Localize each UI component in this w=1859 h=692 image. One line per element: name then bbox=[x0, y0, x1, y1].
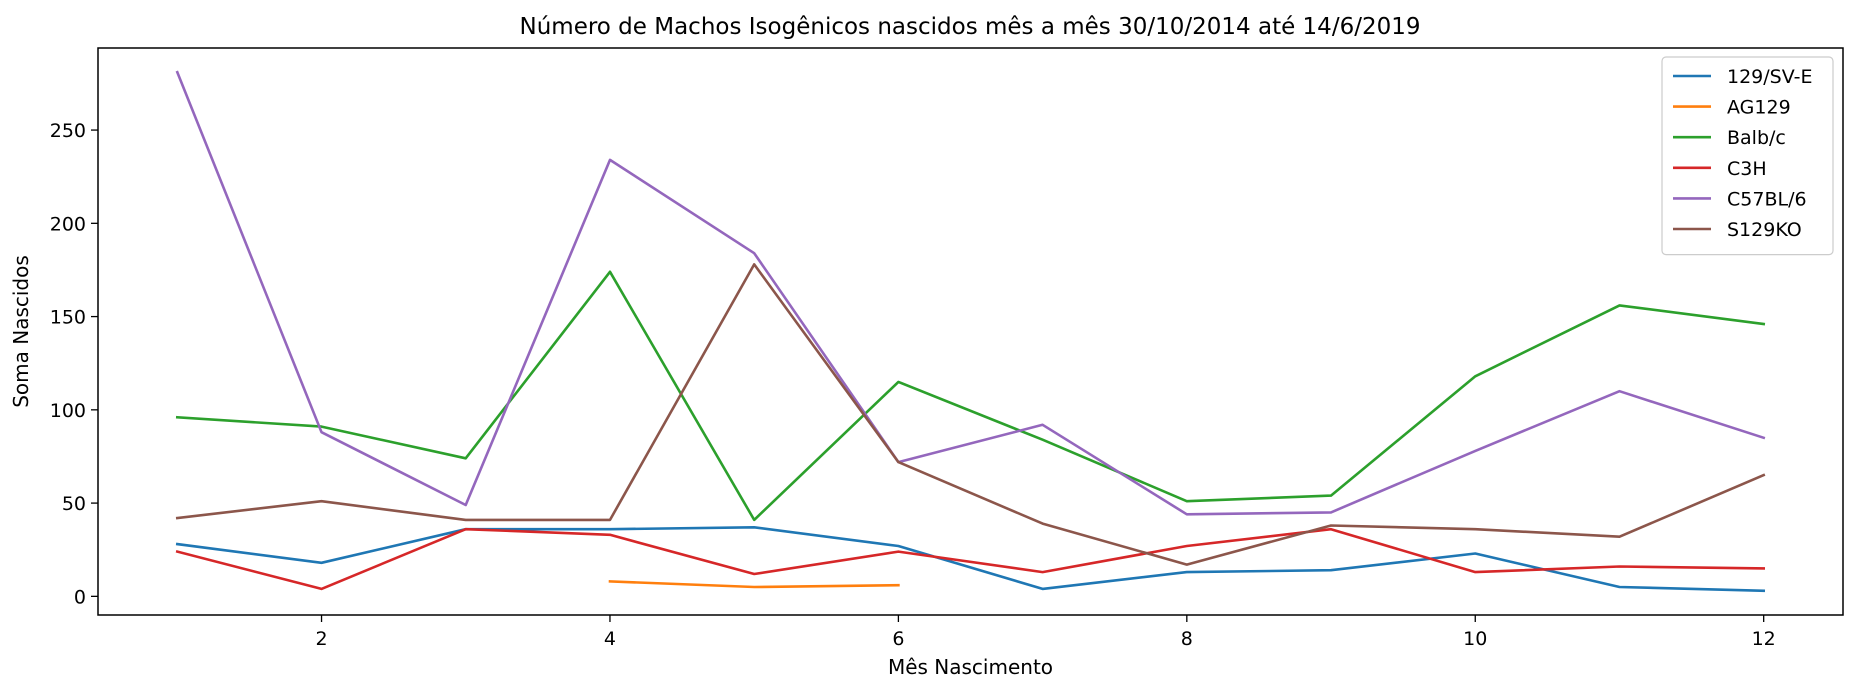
y-axis: 0 50 100 150 200 250 bbox=[50, 120, 98, 608]
x-axis-label: Mês Nascimento bbox=[888, 655, 1053, 679]
chart-title: Número de Machos Isogênicos nascidos mês… bbox=[520, 14, 1421, 40]
x-tick-label-0: 2 bbox=[315, 628, 327, 650]
legend-label-2: Balb/c bbox=[1727, 127, 1786, 149]
legend-label-3: C3H bbox=[1727, 158, 1767, 180]
legend-label-5: S129KO bbox=[1727, 219, 1802, 241]
series-line-1 bbox=[608, 580, 900, 589]
series-line-5 bbox=[175, 263, 1766, 566]
y-tick-label-0: 0 bbox=[74, 586, 86, 608]
legend-label-1: AG129 bbox=[1727, 97, 1791, 119]
series-line-3 bbox=[175, 527, 1766, 591]
legend: 129/SV-E AG129 Balb/c C3H C57BL/6 S129KO bbox=[1661, 56, 1834, 256]
series-line-2 bbox=[175, 270, 1766, 522]
x-tick-label-3: 8 bbox=[1181, 628, 1193, 650]
legend-label-4: C57BL/6 bbox=[1727, 188, 1807, 210]
series-line-0 bbox=[175, 525, 1766, 593]
series-line-4 bbox=[175, 70, 1766, 516]
x-tick-label-2: 6 bbox=[892, 628, 904, 650]
x-tick-label-4: 10 bbox=[1463, 628, 1487, 650]
y-tick-label-2: 100 bbox=[50, 400, 86, 422]
y-tick-label-4: 200 bbox=[50, 213, 86, 235]
x-axis: 2 4 6 8 10 12 bbox=[315, 615, 1776, 650]
x-tick-label-5: 12 bbox=[1752, 628, 1776, 650]
plot-area-frame bbox=[97, 47, 1844, 616]
y-tick-label-5: 250 bbox=[50, 120, 86, 142]
series-layer bbox=[175, 70, 1766, 593]
y-tick-label-1: 50 bbox=[62, 493, 86, 515]
x-tick-label-1: 4 bbox=[604, 628, 616, 650]
y-axis-label: Soma Nascidos bbox=[9, 255, 33, 408]
y-tick-label-3: 150 bbox=[50, 307, 86, 329]
legend-label-0: 129/SV-E bbox=[1727, 66, 1812, 88]
